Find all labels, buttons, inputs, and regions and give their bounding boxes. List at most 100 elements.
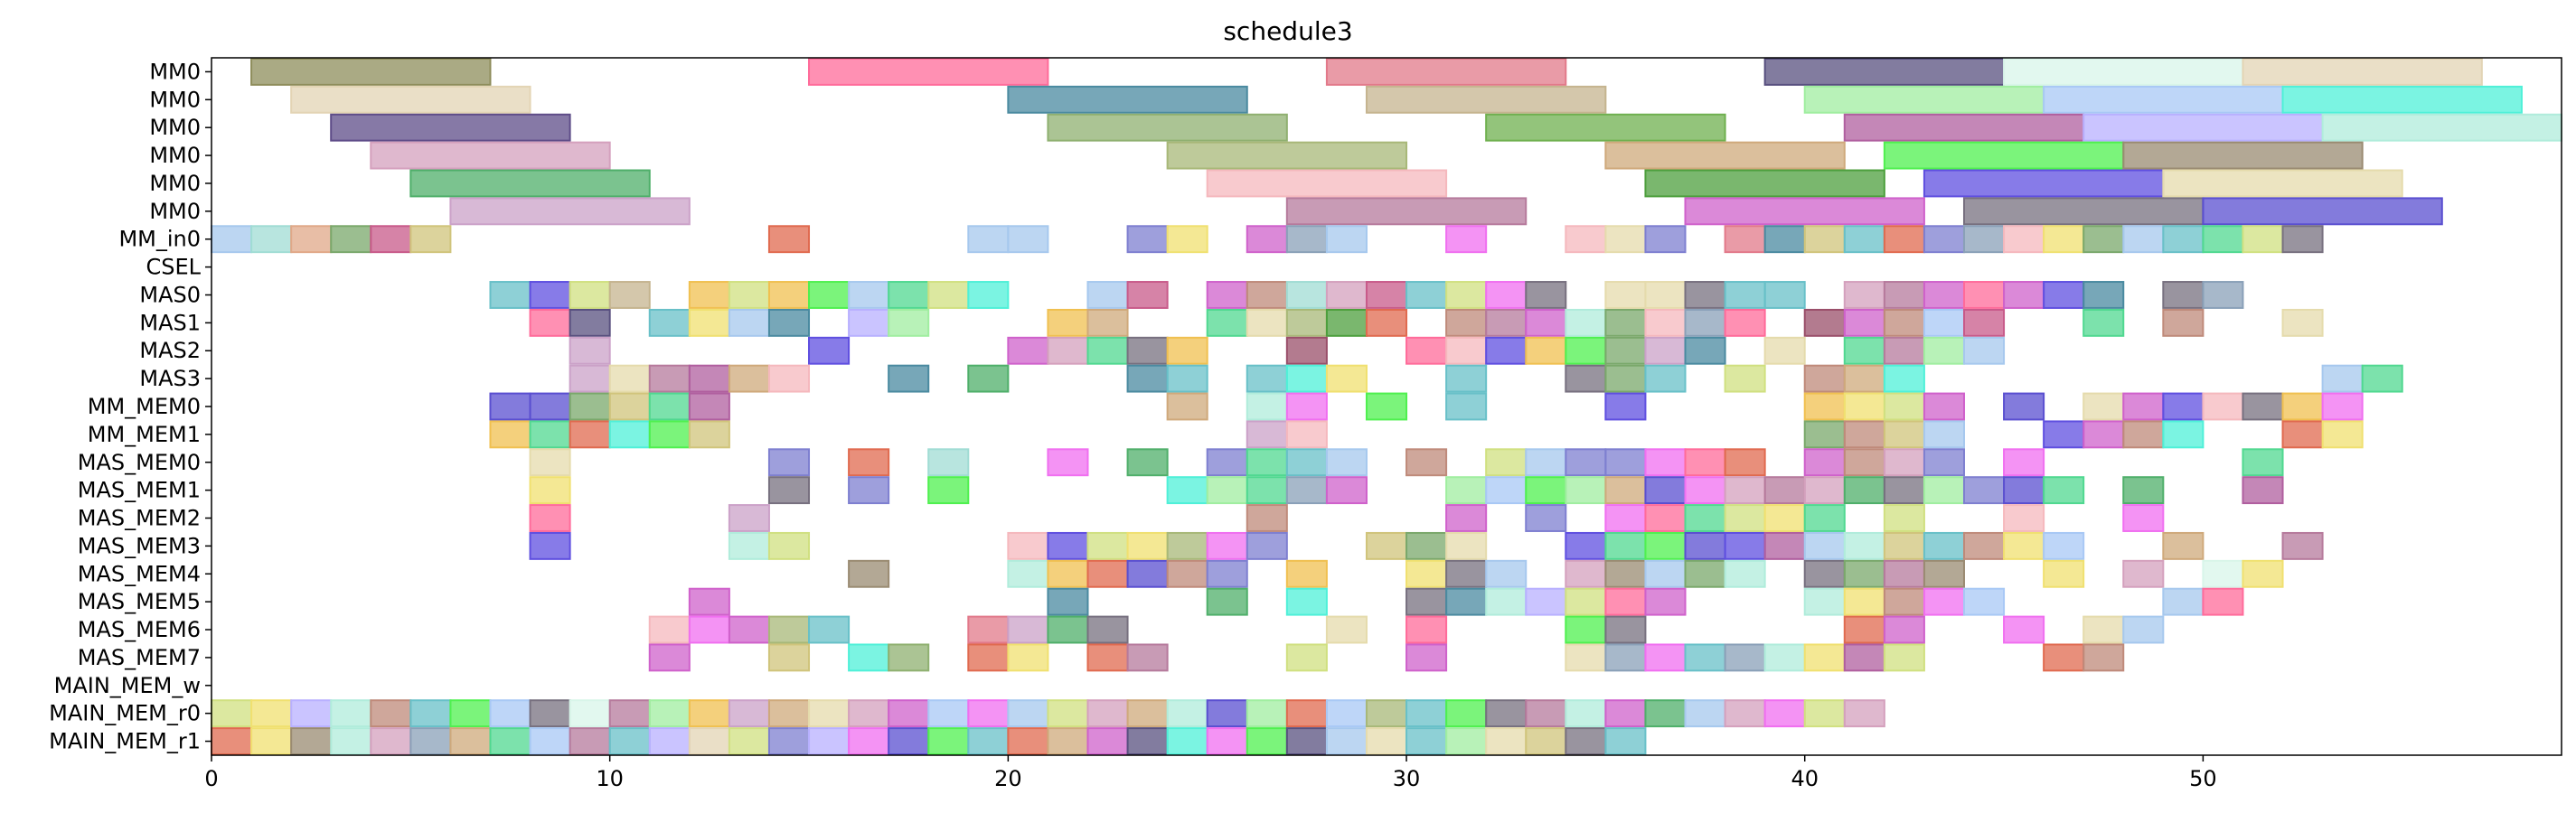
task-bar: [728, 504, 770, 532]
task-bar: [1724, 225, 1766, 254]
task-bar: [1086, 308, 1129, 337]
task-bar: [1086, 559, 1129, 588]
task-bar: [1803, 531, 1846, 560]
task-bar: [767, 448, 811, 477]
task-bar: [1525, 281, 1567, 309]
task-bar: [290, 727, 333, 755]
task-bar: [2043, 559, 2085, 588]
y-tick-label: MM0: [149, 143, 201, 168]
task-bar: [2202, 587, 2244, 616]
task-bar: [1206, 308, 1248, 337]
task-bar: [848, 643, 890, 672]
y-tick-label: MAS_MEM6: [78, 617, 201, 642]
task-bar: [1445, 727, 1488, 755]
task-bar: [2321, 392, 2364, 421]
task-bar: [1565, 308, 1607, 337]
task-bar: [1166, 336, 1208, 365]
task-bar: [2082, 420, 2125, 449]
task-bar: [1246, 308, 1288, 337]
task-bar: [1565, 225, 1607, 254]
task-bar: [1445, 392, 1488, 421]
task-bar: [848, 281, 890, 309]
task-bar: [1445, 559, 1488, 588]
task-bar: [1883, 531, 1925, 560]
x-tick-label: 10: [596, 766, 624, 791]
task-bar: [1803, 699, 1846, 728]
task-bar: [1604, 476, 1647, 505]
task-bar: [1325, 225, 1368, 254]
task-bar: [1684, 643, 1726, 672]
task-bar: [1644, 336, 1687, 365]
task-bar: [1525, 727, 1567, 755]
task-bar: [1883, 225, 1925, 254]
task-bar: [1365, 85, 1607, 114]
task-bar: [529, 476, 571, 505]
task-bar: [1485, 476, 1528, 505]
task-bar: [250, 225, 293, 254]
task-bar: [2122, 141, 2364, 170]
task-bar: [888, 364, 930, 393]
task-bar: [2003, 504, 2045, 532]
task-bar: [1126, 364, 1169, 393]
task-bar: [489, 699, 531, 728]
task-bar: [967, 643, 1010, 672]
task-bar: [688, 364, 730, 393]
task-bar: [2043, 225, 2085, 254]
task-bar: [1325, 58, 1567, 86]
task-bar: [569, 727, 611, 755]
task-bar: [1206, 169, 1448, 198]
task-bar: [409, 699, 452, 728]
task-bar: [1843, 699, 1885, 728]
task-bar: [330, 225, 372, 254]
task-bar: [2162, 308, 2205, 337]
task-bar: [1923, 169, 2165, 198]
y-tick-label: MM_in0: [118, 227, 201, 252]
task-bar: [688, 420, 730, 449]
task-bar: [1365, 281, 1408, 309]
task-bar: [1206, 587, 1248, 616]
task-bar: [1325, 476, 1368, 505]
task-bar: [1485, 336, 1528, 365]
task-bar: [1285, 392, 1328, 421]
task-bar: [767, 699, 811, 728]
task-bar: [1007, 615, 1049, 644]
task-bar: [2281, 531, 2324, 560]
task-bar: [290, 699, 333, 728]
task-bar: [1445, 504, 1488, 532]
y-tick-label: MM0: [149, 199, 201, 224]
task-bar: [2082, 308, 2125, 337]
task-bar: [211, 727, 253, 755]
task-bar: [1325, 448, 1368, 477]
task-bar: [1604, 699, 1647, 728]
task-bar: [1843, 392, 1885, 421]
task-bar: [648, 308, 691, 337]
task-bar: [1285, 727, 1328, 755]
task-bar: [848, 727, 890, 755]
task-bar: [1843, 420, 1885, 449]
task-bar: [2082, 281, 2125, 309]
task-bar: [2242, 559, 2284, 588]
task-bar: [1047, 727, 1089, 755]
task-bar: [1962, 587, 2006, 616]
task-bar: [2162, 420, 2205, 449]
x-tick-label: 50: [2189, 766, 2217, 791]
task-bar: [967, 615, 1010, 644]
task-bar: [1485, 448, 1528, 477]
task-bar: [927, 699, 970, 728]
task-bar: [1843, 113, 2085, 142]
task-bar: [1126, 225, 1169, 254]
task-bar: [2043, 85, 2284, 114]
x-tick-label: 30: [1393, 766, 1421, 791]
task-bar: [1684, 448, 1726, 477]
task-bar: [1365, 392, 1408, 421]
task-bar: [1763, 58, 2006, 86]
task-bar: [1684, 197, 1925, 226]
task-bars: [211, 58, 2563, 755]
task-bar: [1843, 559, 1885, 588]
task-bar: [1007, 531, 1049, 560]
task-bar: [1962, 197, 2205, 226]
task-bar: [1047, 615, 1089, 644]
task-bar: [767, 615, 811, 644]
task-bar: [1763, 504, 1806, 532]
task-bar: [808, 58, 1049, 86]
